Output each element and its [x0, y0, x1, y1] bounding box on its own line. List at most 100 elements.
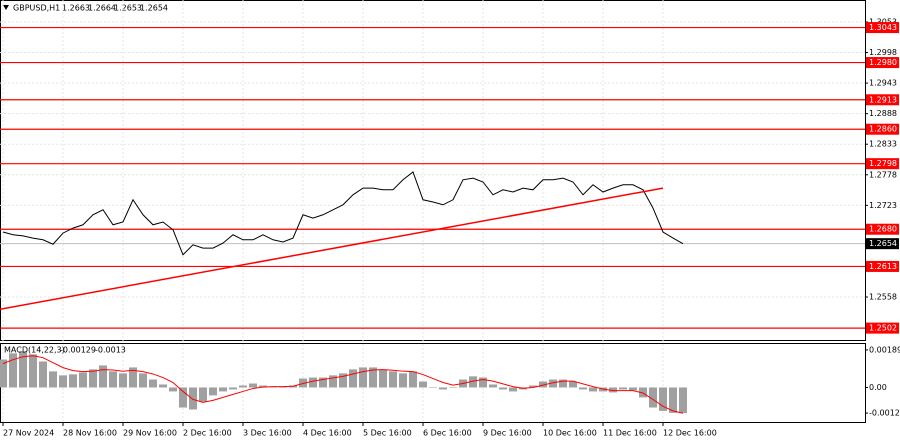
macd-bar — [319, 377, 327, 388]
y-tick-label: 1.2888 — [869, 109, 897, 118]
macd-bar — [169, 387, 177, 392]
macd-bar — [339, 373, 347, 388]
y-tick-label: 1.3053 — [869, 18, 897, 27]
level-label: 1.2680 — [869, 225, 897, 234]
macd-bar — [579, 387, 587, 390]
level-label: 1.3043 — [869, 23, 897, 32]
signal-line — [2, 355, 684, 414]
macd-bar — [669, 387, 677, 413]
macd-bar — [509, 387, 517, 392]
macd-bar — [129, 367, 137, 388]
macd-bar — [359, 367, 367, 388]
indicator-name: MACD(14,22,3) — [4, 346, 65, 355]
macd-bar — [39, 361, 47, 388]
level-label-box — [866, 322, 899, 334]
macd-bar — [539, 381, 547, 388]
macd-bar — [99, 365, 107, 388]
x-tick-label: 27 Nov 2024 — [3, 429, 54, 438]
macd-bar — [429, 387, 437, 388]
macd-bar — [499, 387, 507, 390]
y-tick-label: 1.2833 — [869, 140, 897, 149]
macd-bar — [589, 387, 597, 392]
y-tick-label: -0.00129 — [869, 409, 900, 418]
macd-bar — [69, 374, 77, 388]
macd-bar — [109, 371, 117, 388]
macd-bar — [89, 369, 97, 388]
symbol: GBPUSD,H1 — [13, 4, 60, 13]
macd-bar — [329, 375, 337, 388]
macd-bar — [219, 387, 227, 392]
macd-bar — [349, 369, 357, 388]
macd-bar — [139, 373, 147, 388]
macd-bar — [409, 371, 417, 388]
level-label: 1.2860 — [869, 125, 897, 134]
x-tick-label: 29 Nov 16:00 — [123, 429, 177, 438]
macd-bar — [569, 381, 577, 388]
price-panel — [0, 0, 866, 341]
x-tick-label: 10 Dec 16:00 — [543, 429, 597, 438]
macd-bar — [229, 387, 237, 390]
macd-bar — [559, 379, 567, 388]
macd-bar — [469, 376, 477, 388]
macd-bar — [0, 359, 7, 388]
level-label: 1.2798 — [869, 159, 897, 168]
level-label-box — [866, 223, 899, 235]
x-tick-label: 5 Dec 16:00 — [363, 429, 412, 438]
macd-bar — [209, 387, 217, 396]
x-tick-label: 12 Dec 16:00 — [663, 429, 717, 438]
macd-bar — [629, 387, 637, 391]
price-line — [2, 171, 684, 256]
y-tick-label: 0.00189 — [869, 345, 900, 354]
y-tick-label: 1.2998 — [869, 48, 897, 57]
macd-bar — [249, 383, 257, 388]
macd-bar — [529, 385, 537, 388]
macd-bar — [609, 387, 617, 393]
macd-bar — [19, 351, 27, 388]
x-tick-label: 9 Dec 16:00 — [483, 429, 532, 438]
level-label: 1.2613 — [869, 262, 897, 271]
macd-bar — [659, 387, 667, 411]
macd-bar — [49, 371, 57, 388]
level-label-box — [866, 158, 899, 170]
indicator-value: -0.0013 — [95, 346, 126, 355]
macd-bar — [449, 387, 457, 388]
macd-bar — [149, 379, 157, 388]
macd-bar — [259, 385, 267, 388]
macd-bar — [79, 372, 87, 388]
x-tick-label: 2 Dec 16:00 — [183, 429, 232, 438]
level-label-box — [866, 123, 899, 135]
symbol-icon — [3, 5, 9, 10]
macd-bar — [29, 354, 37, 388]
current-price-box — [866, 238, 899, 250]
macd-bar — [649, 387, 657, 408]
macd-bar — [59, 375, 67, 388]
y-tick-label: 1.2778 — [869, 170, 897, 179]
y-tick-label: 0.00 — [869, 383, 887, 392]
level-label-box — [866, 22, 899, 34]
x-tick-label: 28 Nov 16:00 — [63, 429, 117, 438]
macd-bar — [639, 387, 647, 398]
y-tick-label: 1.2723 — [869, 201, 897, 210]
x-tick-label: 3 Dec 16:00 — [243, 429, 292, 438]
y-tick-label: 1.2943 — [869, 79, 897, 88]
macd-bar — [199, 387, 207, 402]
macd-bar — [419, 381, 427, 388]
macd-bar — [479, 377, 487, 388]
x-tick-label: 6 Dec 16:00 — [423, 429, 472, 438]
macd-bar — [679, 387, 687, 414]
macd-bar — [179, 387, 187, 408]
macd-bar — [9, 353, 17, 388]
level-label-box — [866, 94, 899, 106]
ohlc-value: 1.2664 — [88, 4, 116, 13]
macd-bar — [239, 385, 247, 388]
level-label: 1.2913 — [869, 95, 897, 104]
macd-bar — [309, 377, 317, 388]
ohlc-value: 1.2654 — [140, 4, 168, 13]
macd-bar — [389, 371, 397, 388]
macd-bar — [159, 384, 167, 388]
macd-bar — [489, 384, 497, 388]
x-tick-label: 4 Dec 16:00 — [303, 429, 352, 438]
level-label-box — [866, 57, 899, 69]
